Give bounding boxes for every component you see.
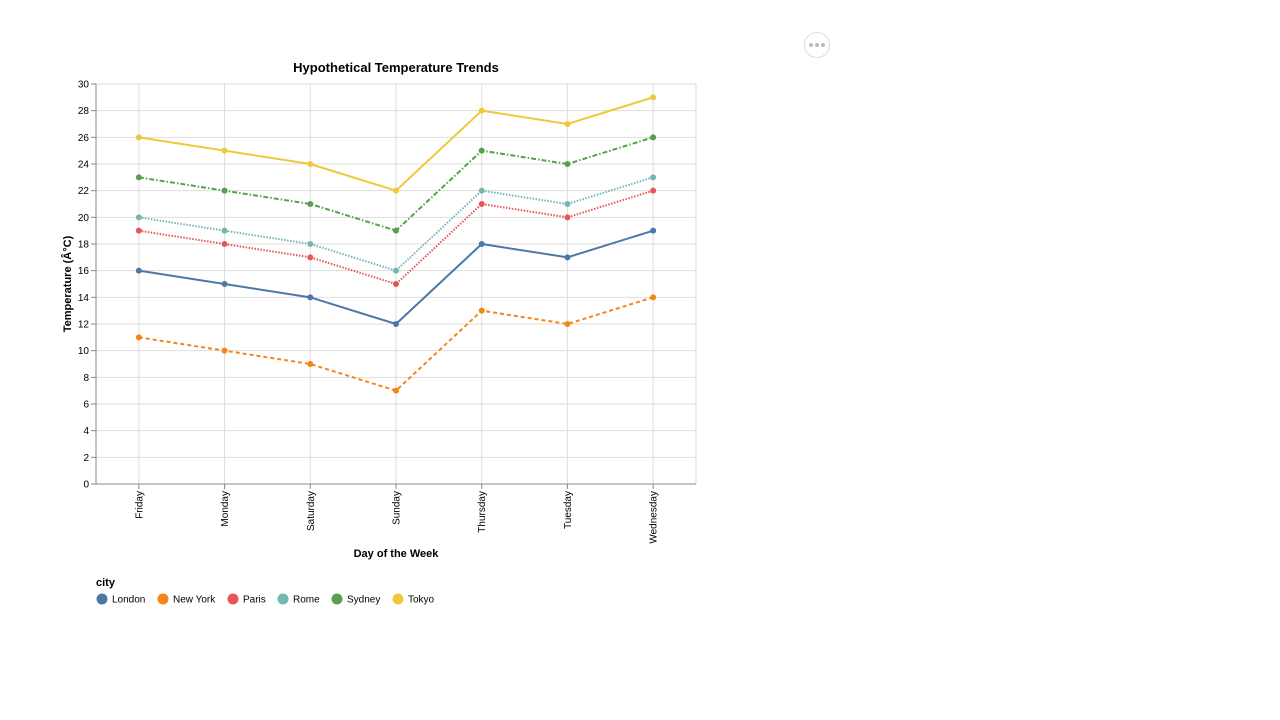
data-point-sydney xyxy=(307,201,314,207)
chart-actions-button[interactable] xyxy=(804,32,830,58)
legend: London New York Paris Rome Sydney Tokyo xyxy=(96,593,435,606)
data-point-new-york xyxy=(478,307,485,314)
data-point-tokyo xyxy=(307,161,314,167)
ellipsis-icon xyxy=(809,43,813,47)
ellipsis-icon xyxy=(815,43,819,47)
data-point-tokyo xyxy=(393,187,399,194)
legend-symbol xyxy=(277,593,289,605)
data-point-tokyo xyxy=(135,134,142,141)
legend-symbol xyxy=(157,593,169,605)
data-point-london xyxy=(478,241,485,247)
legend-title: city xyxy=(96,577,116,589)
y-tick-label: 0 xyxy=(83,480,89,491)
data-point-rome xyxy=(564,201,571,207)
data-point-paris xyxy=(135,227,142,234)
x-tick-label: Wednesday xyxy=(649,491,660,544)
y-axis-title: Temperature (Â°C) xyxy=(61,235,74,332)
y-tick-label: 10 xyxy=(78,346,90,357)
data-point-new-york xyxy=(221,347,228,354)
data-point-london xyxy=(221,281,228,287)
data-point-sydney xyxy=(650,134,657,141)
y-tick-label: 18 xyxy=(78,240,90,251)
data-point-rome xyxy=(478,187,485,194)
x-tick-label: Sunday xyxy=(392,491,403,525)
x-tick-label: Friday xyxy=(134,491,145,519)
data-point-new-york xyxy=(650,294,657,301)
legend-symbol xyxy=(331,593,343,605)
data-point-london xyxy=(307,294,314,301)
data-point-sydney xyxy=(564,161,571,167)
legend-label: Sydney xyxy=(347,595,380,606)
y-tick-label: 16 xyxy=(78,266,90,277)
y-tick-label: 22 xyxy=(78,186,90,197)
data-point-paris xyxy=(393,281,399,287)
legend-label: London xyxy=(112,595,145,606)
y-tick-label: 30 xyxy=(78,80,90,91)
data-point-new-york xyxy=(564,321,571,327)
x-tick-label: Tuesday xyxy=(563,491,574,529)
data-point-paris xyxy=(307,254,314,261)
legend-symbol xyxy=(96,593,108,605)
data-point-paris xyxy=(221,241,228,247)
data-point-tokyo xyxy=(564,121,571,127)
legend-label: Tokyo xyxy=(408,595,435,606)
data-point-new-york xyxy=(307,361,314,367)
legend-symbol xyxy=(392,593,404,605)
y-tick-label: 14 xyxy=(78,293,90,304)
data-point-rome xyxy=(393,267,399,274)
data-point-tokyo xyxy=(478,107,485,114)
series-layer xyxy=(135,94,657,394)
data-point-new-york xyxy=(135,334,142,341)
data-point-london xyxy=(135,267,142,274)
data-point-sydney xyxy=(135,174,142,181)
chart-title: Hypothetical Temperature Trends xyxy=(293,60,499,75)
ellipsis-icon xyxy=(821,43,825,47)
data-point-sydney xyxy=(221,187,228,194)
data-point-paris xyxy=(478,201,485,207)
legend-symbol xyxy=(227,593,239,605)
legend-label: Rome xyxy=(293,595,320,606)
data-point-paris xyxy=(650,187,657,194)
data-point-new-york xyxy=(393,387,399,394)
x-tick-label: Saturday xyxy=(306,491,317,531)
y-tick-label: 2 xyxy=(83,453,89,464)
y-tick-label: 12 xyxy=(78,320,90,331)
data-point-rome xyxy=(135,214,142,221)
x-tick-label: Monday xyxy=(220,491,231,527)
data-point-london xyxy=(564,254,571,261)
data-point-rome xyxy=(221,227,228,234)
y-tick-label: 4 xyxy=(83,426,89,437)
data-point-tokyo xyxy=(650,94,657,101)
data-point-sydney xyxy=(393,227,399,234)
y-tick-label: 26 xyxy=(78,133,90,144)
data-point-rome xyxy=(307,241,314,247)
data-point-rome xyxy=(650,174,657,181)
data-point-tokyo xyxy=(221,147,228,154)
y-tick-label: 8 xyxy=(83,373,89,384)
x-axis-title: Day of the Week xyxy=(354,548,440,560)
y-tick-label: 20 xyxy=(78,213,90,224)
data-point-london xyxy=(393,321,399,327)
y-tick-label: 6 xyxy=(83,400,89,411)
y-tick-label: 24 xyxy=(78,160,90,171)
x-tick-label: Thursday xyxy=(477,491,488,533)
data-point-london xyxy=(650,227,657,234)
y-tick-label: 28 xyxy=(78,106,90,117)
data-point-sydney xyxy=(478,147,485,154)
legend-label: Paris xyxy=(243,595,266,606)
legend-label: New York xyxy=(173,595,216,606)
data-point-paris xyxy=(564,214,571,221)
